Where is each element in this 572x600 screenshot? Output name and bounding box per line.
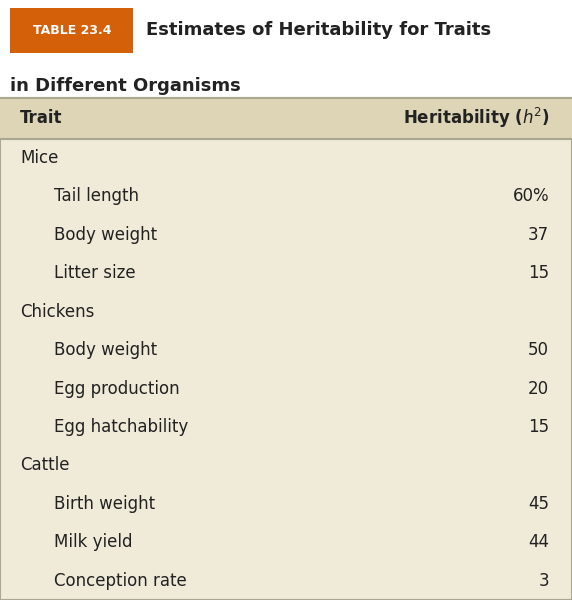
Text: Trait: Trait — [20, 109, 62, 127]
Text: Litter size: Litter size — [54, 264, 136, 282]
Text: Mice: Mice — [20, 149, 58, 167]
FancyBboxPatch shape — [10, 8, 133, 53]
FancyBboxPatch shape — [0, 98, 572, 600]
Text: 37: 37 — [528, 226, 549, 244]
Text: 60%: 60% — [513, 187, 549, 205]
FancyBboxPatch shape — [0, 98, 572, 139]
Text: Body weight: Body weight — [54, 226, 157, 244]
Text: Body weight: Body weight — [54, 341, 157, 359]
Text: Birth weight: Birth weight — [54, 495, 156, 513]
Text: Tail length: Tail length — [54, 187, 140, 205]
Text: Egg production: Egg production — [54, 380, 180, 398]
Text: Chickens: Chickens — [20, 302, 94, 320]
Text: Milk yield: Milk yield — [54, 533, 133, 551]
Text: 50: 50 — [528, 341, 549, 359]
Text: Heritability ($\it{h}$$^{2}$): Heritability ($\it{h}$$^{2}$) — [403, 106, 549, 130]
Text: Estimates of Heritability for Traits: Estimates of Heritability for Traits — [146, 21, 491, 39]
Text: 3: 3 — [538, 572, 549, 590]
Text: 45: 45 — [528, 495, 549, 513]
Text: Cattle: Cattle — [20, 457, 70, 475]
Text: Conception rate: Conception rate — [54, 572, 187, 590]
Text: TABLE 23.4: TABLE 23.4 — [33, 24, 111, 37]
Text: in Different Organisms: in Different Organisms — [10, 77, 241, 95]
Text: 44: 44 — [528, 533, 549, 551]
Text: 20: 20 — [528, 380, 549, 398]
Text: 15: 15 — [528, 264, 549, 282]
Text: Egg hatchability: Egg hatchability — [54, 418, 189, 436]
Text: 15: 15 — [528, 418, 549, 436]
